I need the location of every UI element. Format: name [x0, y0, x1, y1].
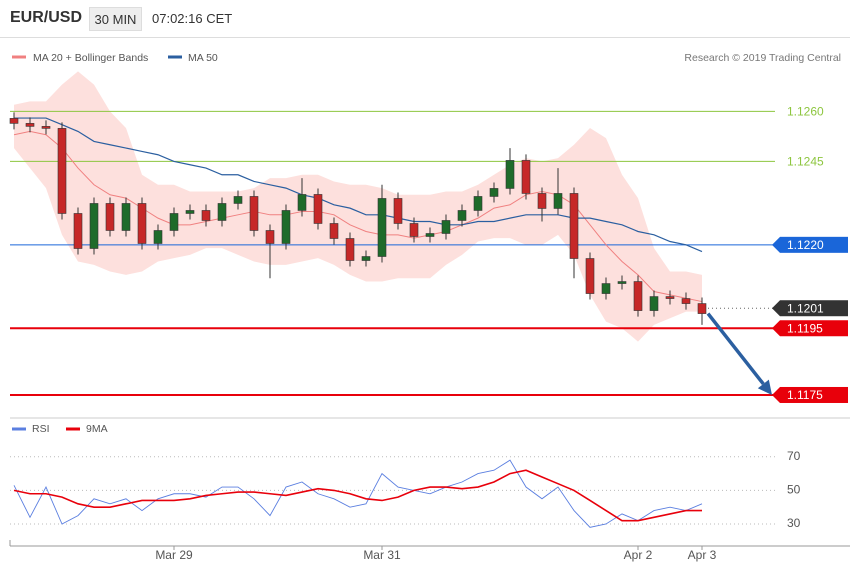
candle-body	[617, 281, 627, 284]
level-box-tip	[772, 300, 780, 317]
candle-body	[185, 210, 195, 214]
forecast-arrowhead	[757, 379, 772, 395]
candle-body	[297, 194, 307, 211]
y-tick-label: 70	[787, 449, 801, 463]
x-tick-label: Mar 29	[155, 548, 193, 562]
candle-body	[697, 303, 707, 314]
candle-body	[393, 198, 403, 224]
candle-body	[105, 203, 115, 231]
candle-body	[633, 281, 643, 311]
forecast-arrow	[706, 312, 765, 386]
level-box	[780, 300, 848, 317]
level-label: 1.1175	[787, 388, 823, 402]
candle-body	[649, 296, 659, 311]
legend-label: MA 50	[188, 52, 218, 64]
candle-body	[233, 196, 243, 204]
candle-body	[537, 193, 547, 209]
legend-label: MA 20 + Bollinger Bands	[33, 52, 148, 64]
level-label: 1.1220	[787, 238, 824, 252]
candle-body	[409, 223, 419, 237]
candle-body	[553, 193, 563, 209]
candle-body	[25, 123, 35, 127]
y-tick-label: 30	[787, 516, 801, 530]
candle-body	[169, 213, 179, 231]
candle-body	[329, 223, 339, 239]
candle-body	[217, 203, 227, 221]
candle-body	[521, 160, 531, 194]
moving-average	[14, 117, 703, 253]
x-tick-label: Apr 2	[624, 548, 653, 562]
level-box	[780, 386, 848, 403]
header: EUR/USD 30 MIN 07:02:16 CET	[0, 0, 850, 38]
candle-body	[313, 194, 323, 224]
moving-average	[13, 130, 703, 303]
symbol: EUR/USD	[10, 9, 83, 26]
candle-body	[345, 238, 355, 261]
candle-body	[681, 298, 691, 304]
level-box-tip	[772, 386, 780, 403]
candle-body	[121, 203, 131, 231]
level-box	[780, 320, 848, 337]
candle-body	[137, 203, 147, 244]
candle-body	[665, 296, 675, 299]
level-box-tip	[772, 320, 780, 337]
candle-body	[569, 193, 579, 259]
x-tick-label: Mar 31	[363, 548, 401, 562]
candle-body	[57, 128, 67, 214]
y-tick-label: 50	[787, 483, 801, 497]
legend-label: 9MA	[86, 423, 108, 435]
x-tick-label: Apr 3	[688, 548, 717, 562]
candle-body	[425, 233, 435, 237]
candle-body	[505, 160, 515, 189]
candle-body	[73, 213, 83, 249]
candle-body	[361, 256, 371, 261]
candle-body	[265, 230, 275, 244]
candle-body	[457, 210, 467, 221]
level-label: 1.1195	[787, 321, 823, 335]
time: 07:02:16 CET	[152, 11, 233, 26]
candle-body	[601, 283, 611, 294]
bollinger-band	[14, 71, 702, 342]
candle-body	[377, 198, 387, 257]
candle-body	[489, 188, 499, 197]
level-box	[780, 236, 848, 253]
level-label: 1.1245	[787, 155, 824, 169]
credit: Research © 2019 Trading Central	[684, 52, 841, 64]
candle-body	[441, 220, 451, 234]
candle-body	[281, 210, 291, 244]
candle-body	[201, 210, 211, 221]
timeframe[interactable]: 30 MIN	[89, 7, 142, 31]
candle-body	[249, 196, 259, 231]
indicator-line	[13, 459, 703, 528]
candle-body	[153, 230, 163, 244]
candle-body	[9, 118, 19, 124]
candle-body	[41, 126, 51, 129]
candle-body	[585, 258, 595, 294]
level-box-tip	[772, 236, 780, 253]
candle-body	[473, 196, 483, 211]
legend-label: RSI	[32, 423, 50, 435]
level-label: 1.1201	[787, 301, 824, 315]
indicator-line	[13, 469, 702, 522]
level-label: 1.1260	[787, 105, 824, 119]
candle-body	[89, 203, 99, 249]
